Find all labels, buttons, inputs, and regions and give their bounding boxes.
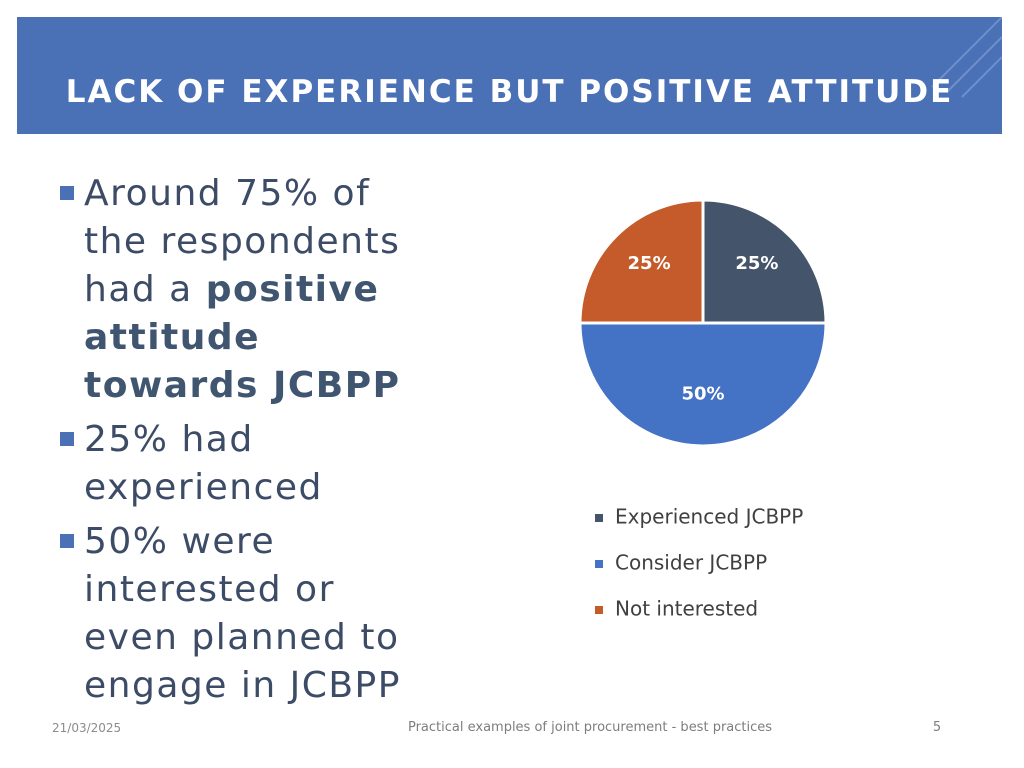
- pie-slice-not-interested: [578, 198, 705, 325]
- pie-slice-consider-jcbpp: [578, 321, 828, 448]
- bullet-list: Around 75% of the respondents had a posi…: [60, 170, 440, 716]
- legend-swatch-experienced-jcbpp: [595, 514, 603, 522]
- bullet-text: Around 75% of the respondents had a: [84, 173, 401, 310]
- slide-title: LACK OF EXPERIENCE BUT POSITIVE ATTITUDE: [65, 74, 954, 110]
- bullet-text: 25% had experienced: [84, 419, 323, 508]
- legend-label-consider-jcbpp: Consider JCBPP: [615, 551, 767, 575]
- bullet-bold-text: positive attitude towards JCBPP: [84, 269, 401, 406]
- legend-label-not-interested: Not interested: [615, 597, 758, 621]
- decorative-stripes: [931, 17, 1002, 98]
- legend-swatch-consider-jcbpp: [595, 560, 603, 568]
- bullet-square-icon: [60, 186, 74, 200]
- bullet-item: 50% were interested or even planned to e…: [60, 518, 440, 710]
- bullet-square-icon: [60, 534, 74, 548]
- bullet-item: 25% had experienced: [60, 416, 440, 512]
- page-number: 5: [932, 720, 942, 735]
- legend-label-experienced-jcbpp: Experienced JCBPP: [615, 505, 803, 529]
- title-bar: LACK OF EXPERIENCE BUT POSITIVE ATTITUDE: [17, 17, 1002, 134]
- data-label-consider-jcbpp: 50%: [681, 383, 724, 404]
- data-label-not-interested: 25%: [628, 253, 671, 274]
- footer-title: Practical examples of joint procurement …: [407, 720, 773, 735]
- pie-slice-experienced-jcbpp: [701, 198, 828, 325]
- bullet-square-icon: [60, 432, 74, 446]
- footer-date: 21/03/2025: [52, 721, 122, 735]
- bullet-text: 50% were interested or even planned to e…: [84, 521, 401, 706]
- pie-chart: 25% 50% 25% Experienced JCBPP Consider JCBPP…: [578, 198, 828, 621]
- data-label-experienced-jcbpp: 25%: [735, 253, 778, 274]
- legend-swatch-not-interested: [595, 606, 603, 614]
- bullet-item: Around 75% of the respondents had a posi…: [60, 170, 440, 410]
